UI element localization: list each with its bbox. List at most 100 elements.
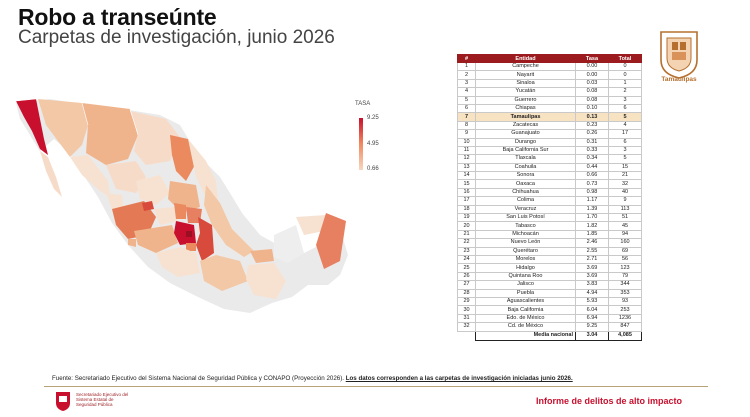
table-row: 6 Chiapas 0.10 6 xyxy=(457,103,642,114)
table-row: 26 Quintana Roo 3.69 79 xyxy=(457,271,642,282)
table-row: 1 Campeche 0.00 0 xyxy=(457,61,642,72)
row-state: Guanajuato xyxy=(475,129,576,139)
row-state: Colima xyxy=(475,196,576,206)
state-zacatecas xyxy=(136,175,170,205)
row-rate: 0.26 xyxy=(575,129,609,139)
row-state: Tamaulipas xyxy=(475,112,576,122)
row-state: Edo. de México xyxy=(475,313,576,324)
row-total: 4 xyxy=(608,120,642,131)
table-row: 14 Sonora 0.66 21 xyxy=(457,171,642,181)
row-rank: 4 xyxy=(457,87,476,97)
row-rank: 22 xyxy=(457,238,476,248)
state-aguascalientes xyxy=(142,201,154,211)
row-rank: 17 xyxy=(457,196,476,206)
state-hidalgo xyxy=(186,207,202,223)
state-campeche xyxy=(274,225,304,263)
row-total: 45 xyxy=(608,221,642,231)
table-row: 13 Coahuila 0.44 15 xyxy=(457,162,642,173)
page-subtitle: Carpetas de investigación, junio 2026 xyxy=(18,27,335,48)
state-tabasco xyxy=(250,249,274,263)
column-header: Tasa xyxy=(575,54,609,63)
tamaulipas-coat-of-arms-icon xyxy=(660,31,698,79)
state-sinaloa xyxy=(70,155,110,197)
row-rank: 26 xyxy=(457,271,476,282)
state-yucatan xyxy=(296,215,326,235)
row-rate: 0.13 xyxy=(575,112,609,122)
row-total: 5 xyxy=(608,154,642,164)
state-sonora xyxy=(38,99,88,157)
row-total: 40 xyxy=(608,187,642,198)
row-state: Coahuila xyxy=(475,162,576,173)
row-rank: 23 xyxy=(457,246,476,257)
row-rank: 16 xyxy=(457,187,476,198)
row-state: Sinaloa xyxy=(475,78,576,89)
row-total: 94 xyxy=(608,229,642,240)
row-rate: 1.85 xyxy=(575,229,609,240)
row-total: 17 xyxy=(608,129,642,139)
row-total: 344 xyxy=(608,280,642,290)
table-row: 21 Michoacán 1.85 94 xyxy=(457,229,642,240)
row-rate: 0.08 xyxy=(575,87,609,97)
source-text: Fuente: Secretariado Ejecutivo del Siste… xyxy=(52,375,344,382)
row-state: Chihuahua xyxy=(475,187,576,198)
row-state: Baja California Sur xyxy=(475,145,576,156)
row-rate: 4.94 xyxy=(575,288,609,298)
state-veracruz xyxy=(204,185,254,257)
table-row: 18 Veracruz 1.39 113 xyxy=(457,204,642,215)
row-rate: 0.10 xyxy=(575,103,609,114)
table-row: 3 Sinaloa 0.03 1 xyxy=(457,78,642,89)
table-row: 4 Yucatán 0.08 2 xyxy=(457,87,642,97)
state-coahuila xyxy=(130,111,180,165)
page-title: Robo a transeúnte xyxy=(18,4,217,30)
table-row: 16 Chihuahua 0.98 40 xyxy=(457,187,642,198)
row-total: 1 xyxy=(608,78,642,89)
row-total: 113 xyxy=(608,204,642,215)
row-total: 160 xyxy=(608,238,642,248)
table-row: 17 Colima 1.17 9 xyxy=(457,196,642,206)
row-total: 847 xyxy=(608,322,642,332)
state-cdmx xyxy=(186,231,192,237)
row-rank: 15 xyxy=(457,179,476,189)
row-rank: 1 xyxy=(457,61,476,72)
row-rank: 9 xyxy=(457,129,476,139)
row-total: 93 xyxy=(608,296,642,307)
row-total: 123 xyxy=(608,263,642,273)
table-header-row: # Entidad Tasa Total xyxy=(457,54,642,63)
row-state: Tlaxcala xyxy=(475,154,576,164)
row-rank: 31 xyxy=(457,313,476,324)
state-michoacan xyxy=(134,225,178,253)
row-rate: 0.44 xyxy=(575,162,609,173)
row-rank: 8 xyxy=(457,120,476,131)
row-total: 6 xyxy=(608,103,642,114)
row-state: Nayarit xyxy=(475,70,576,80)
row-rate: 3.83 xyxy=(575,280,609,290)
row-state: Morelos xyxy=(475,254,576,265)
table-row: 19 San Luis Potosí 1.70 51 xyxy=(457,213,642,223)
row-total: 56 xyxy=(608,254,642,265)
report-title: Informe de delitos de alto impacto xyxy=(536,396,683,406)
row-rate: 0.34 xyxy=(575,154,609,164)
row-rate: 0.66 xyxy=(575,171,609,181)
row-total: 69 xyxy=(608,246,642,257)
row-rate: 0.00 xyxy=(575,61,609,72)
row-total: 51 xyxy=(608,213,642,223)
row-rank: 12 xyxy=(457,154,476,164)
column-header: # xyxy=(457,54,476,63)
row-rank: 11 xyxy=(457,145,476,156)
row-state: Yucatán xyxy=(475,87,576,97)
table-row: 29 Aguascalientes 5.93 93 xyxy=(457,296,642,307)
summary-total: 4,085 xyxy=(608,330,642,341)
row-rank: 5 xyxy=(457,95,476,105)
table-row: 27 Jalisco 3.83 344 xyxy=(457,280,642,290)
table-row: 30 Baja California 6.04 253 xyxy=(457,305,642,315)
row-rate: 0.08 xyxy=(575,95,609,105)
summary-label: Media nacional xyxy=(475,330,576,341)
row-rate: 2.46 xyxy=(575,238,609,248)
table-row: 22 Nuevo León 2.46 160 xyxy=(457,238,642,248)
state-nayarit xyxy=(106,193,124,211)
row-rate: 1.82 xyxy=(575,221,609,231)
state-oaxaca xyxy=(200,255,248,291)
row-rank: 7 xyxy=(457,112,476,122)
table-row: 28 Puebla 4.94 353 xyxy=(457,288,642,298)
state-colima xyxy=(128,239,136,247)
